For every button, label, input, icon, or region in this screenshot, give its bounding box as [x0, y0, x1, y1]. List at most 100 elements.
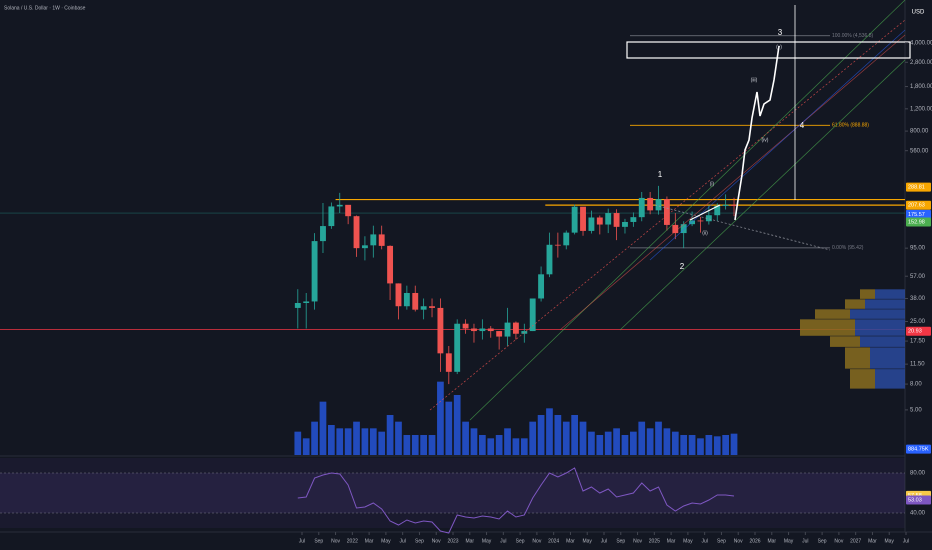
- candle-body: [345, 204, 352, 217]
- fib-label: 100.00% (4,536.8): [832, 33, 873, 39]
- x-tick-label: Sep: [717, 538, 726, 544]
- candle-body: [387, 245, 394, 284]
- y-tick-label: 560.00: [910, 148, 929, 154]
- axis-value-label: 152.98: [908, 219, 925, 225]
- volume-bar: [571, 415, 578, 455]
- y-tick-label: 4,000.00: [910, 40, 932, 46]
- profile-down: [865, 299, 905, 309]
- profile-down: [875, 369, 905, 389]
- y-tick-label: 25.00: [910, 319, 926, 325]
- volume-bar: [697, 438, 704, 455]
- x-tick-label: Jul: [500, 538, 506, 544]
- profile-up: [850, 369, 875, 389]
- volume-bar: [445, 401, 453, 455]
- candle-body: [663, 199, 670, 225]
- volume-bar: [302, 438, 310, 455]
- candle-body: [580, 206, 586, 231]
- volume-bar: [730, 433, 738, 455]
- y-tick-label: 8.00: [910, 382, 922, 388]
- y-tick-label: 11.50: [910, 362, 925, 368]
- candle-body: [731, 204, 737, 206]
- candle-body: [462, 323, 469, 329]
- candle-body: [705, 215, 712, 222]
- candle-body: [412, 292, 419, 310]
- candle-body: [554, 244, 561, 246]
- candle-body: [529, 298, 536, 332]
- wave-label: (ii): [702, 230, 708, 236]
- x-tick-label: Nov: [734, 538, 743, 544]
- volume-bar: [546, 408, 553, 455]
- x-tick-label: 2027: [850, 538, 861, 544]
- wave-label: 3: [778, 28, 783, 37]
- profile-up: [830, 336, 860, 347]
- rsi-tick-label: 40.00: [910, 511, 926, 517]
- wave-label: (iii): [751, 77, 758, 83]
- volume-bar: [562, 421, 570, 455]
- wave-label: (iv): [762, 137, 769, 143]
- wave-label: 4: [800, 121, 805, 130]
- x-tick-label: Jul: [802, 538, 808, 544]
- candle-body: [571, 206, 578, 233]
- x-tick-label: May: [683, 538, 693, 544]
- drawings: [429, 0, 911, 421]
- x-tick-label: Mar: [566, 538, 575, 544]
- y-tick-label: 800.00: [910, 129, 929, 135]
- rsi-band: [0, 473, 905, 513]
- candle-body: [512, 322, 519, 334]
- candle-body: [303, 301, 310, 304]
- axis-value-box: [906, 182, 931, 192]
- volume-bar: [453, 395, 461, 455]
- profile-up: [845, 299, 865, 309]
- volume-bar: [386, 415, 394, 455]
- candle-body: [596, 217, 603, 225]
- volume-bar: [671, 431, 679, 455]
- volume-bar: [588, 431, 595, 455]
- candle-body: [403, 292, 410, 307]
- x-tick-label: 2025: [649, 538, 660, 544]
- x-tick-label: Nov: [834, 538, 843, 544]
- x-tick-label: 2024: [548, 538, 559, 544]
- volume-bar: [504, 428, 511, 455]
- volume-bar: [437, 381, 444, 455]
- volume-bar: [328, 425, 335, 455]
- y-tick-label: 1,800.00: [910, 84, 932, 90]
- x-tick-label: Mar: [667, 538, 676, 544]
- trend-line: [689, 204, 721, 221]
- volume-bar: [378, 431, 386, 455]
- y-tick-label: 57.00: [910, 274, 926, 280]
- profile-down: [855, 319, 905, 336]
- candle-body: [647, 197, 654, 211]
- x-tick-label: Mar: [365, 538, 374, 544]
- candle-body: [655, 199, 662, 211]
- volume-bar: [646, 428, 654, 455]
- x-tick-label: Jul: [299, 538, 305, 544]
- currency-label: USD: [912, 10, 925, 16]
- volume-bar: [604, 431, 612, 455]
- candle-body: [353, 216, 360, 249]
- profile-up: [845, 347, 870, 369]
- candle-body: [328, 206, 335, 227]
- x-tick-label: Nov: [633, 538, 642, 544]
- wave-label: 2: [680, 262, 685, 271]
- rsi-tick-label: 80.00: [910, 471, 926, 477]
- axis-value-label: 20.93: [908, 329, 922, 335]
- y-tick-label: 1,200.00: [910, 106, 932, 112]
- volume-bar: [470, 428, 478, 455]
- projection-path: [734, 45, 780, 221]
- volume-bar: [311, 421, 318, 455]
- x-tick-label: Sep: [516, 538, 525, 544]
- y-tick-label: 95.00: [910, 246, 926, 252]
- axis-value-box: [906, 444, 931, 454]
- candle-body: [496, 331, 503, 337]
- volume-bar: [688, 435, 696, 455]
- candle-body: [588, 217, 595, 231]
- wave-label: (v): [776, 44, 782, 50]
- candle-body: [680, 224, 687, 234]
- volume-bar: [411, 435, 419, 455]
- x-tick-label: Nov: [432, 538, 441, 544]
- volume-bar: [361, 428, 369, 455]
- candle-body: [370, 234, 377, 246]
- fib-label: 0.00% (95.42): [832, 245, 864, 251]
- volume-bar: [705, 435, 713, 455]
